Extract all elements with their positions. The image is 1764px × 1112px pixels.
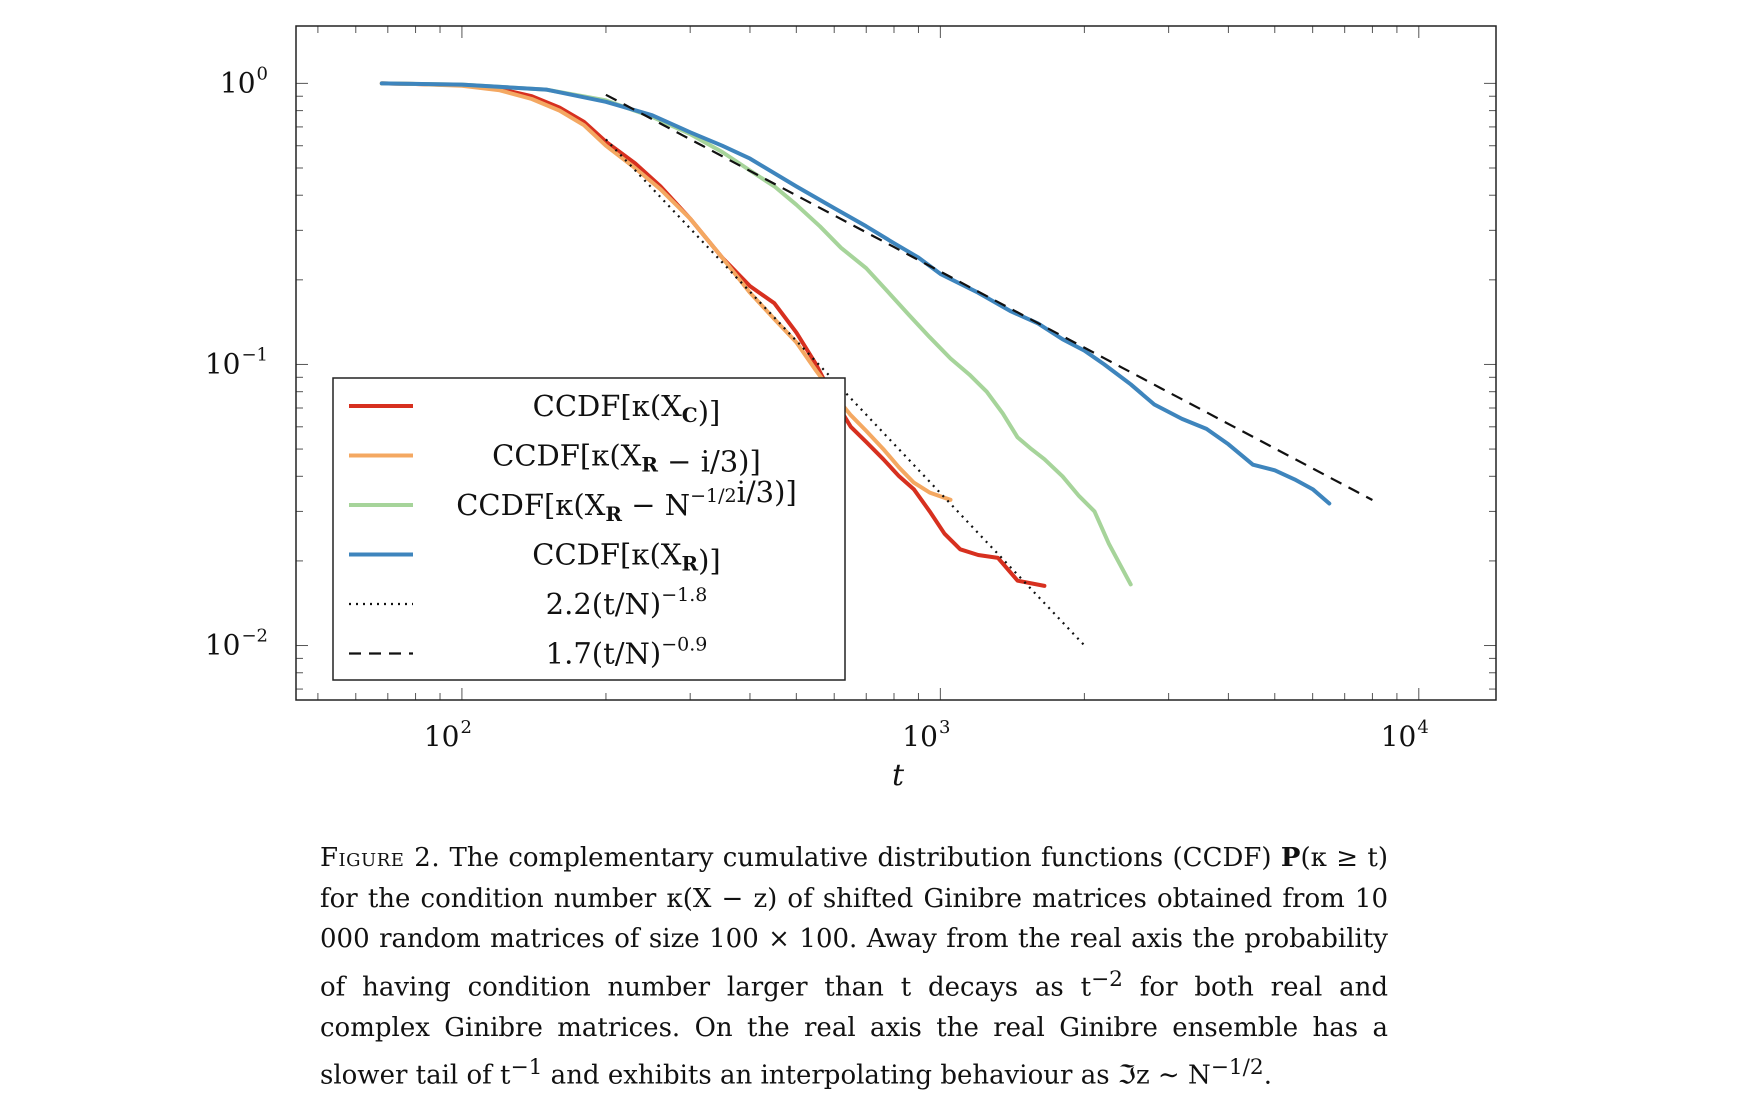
legend-label-4: 2.2(t/N)−1.8 [546, 584, 708, 621]
plot-frame [295, 25, 1497, 701]
legend-label-5: 1.7(t/N)−0.9 [546, 634, 708, 671]
legend-label-1: CCDF[κ(XR − i/3)] [492, 439, 761, 479]
legend: CCDF[κ(XC)] CCDF[κ(XR − i/3)]CCDF[κ(XR − … [332, 377, 846, 681]
series-line-1 [379, 81, 953, 502]
series-line-5 [605, 93, 1373, 501]
caption-exp2: −1 [510, 1055, 543, 1081]
y-tick-label-2: 10−2 [205, 626, 268, 662]
series-line-0 [379, 81, 1047, 588]
x-tick-label-0: 102 [424, 717, 472, 753]
minor-ticks [296, 26, 1496, 700]
figure-caption: Figure 2. The complementary cumulative d… [320, 838, 1388, 1096]
x-tick-label-1: 103 [902, 717, 950, 753]
legend-label-2: CCDF[κ(XR − N−1/2i/3)] [456, 475, 797, 526]
caption-prob-symbol: P [1280, 843, 1301, 873]
legend-label-3: CCDF[κ(XR)] [532, 538, 720, 578]
caption-part2: (κ ≥ t) for the condition number κ(X − z… [320, 843, 1388, 1003]
x-axis-title: t [892, 758, 905, 793]
y-tick-label-0: 100 [220, 63, 268, 99]
series-layer [379, 81, 1373, 647]
tick-labels: 102 103 104 100 10−1 10−2 [205, 63, 1429, 753]
caption-part5: . [1263, 1060, 1272, 1091]
caption-exp3: −1/2 [1210, 1055, 1264, 1081]
x-tick-label-2: 104 [1381, 717, 1429, 753]
legend-label-0: CCDF[κ(XC)] [533, 389, 721, 429]
legend-box [332, 377, 846, 681]
series-line-3 [379, 81, 1332, 506]
caption-part4: and exhibits an interpolating behaviour … [542, 1060, 1211, 1091]
caption-part3: for both real and complex Ginibre matric… [320, 972, 1388, 1091]
caption-exp1: −2 [1091, 966, 1123, 992]
figure-label: Figure 2. [320, 843, 441, 873]
caption-part1: The complementary cumulative distributio… [449, 843, 1281, 873]
y-tick-label-1: 10−1 [205, 344, 268, 380]
